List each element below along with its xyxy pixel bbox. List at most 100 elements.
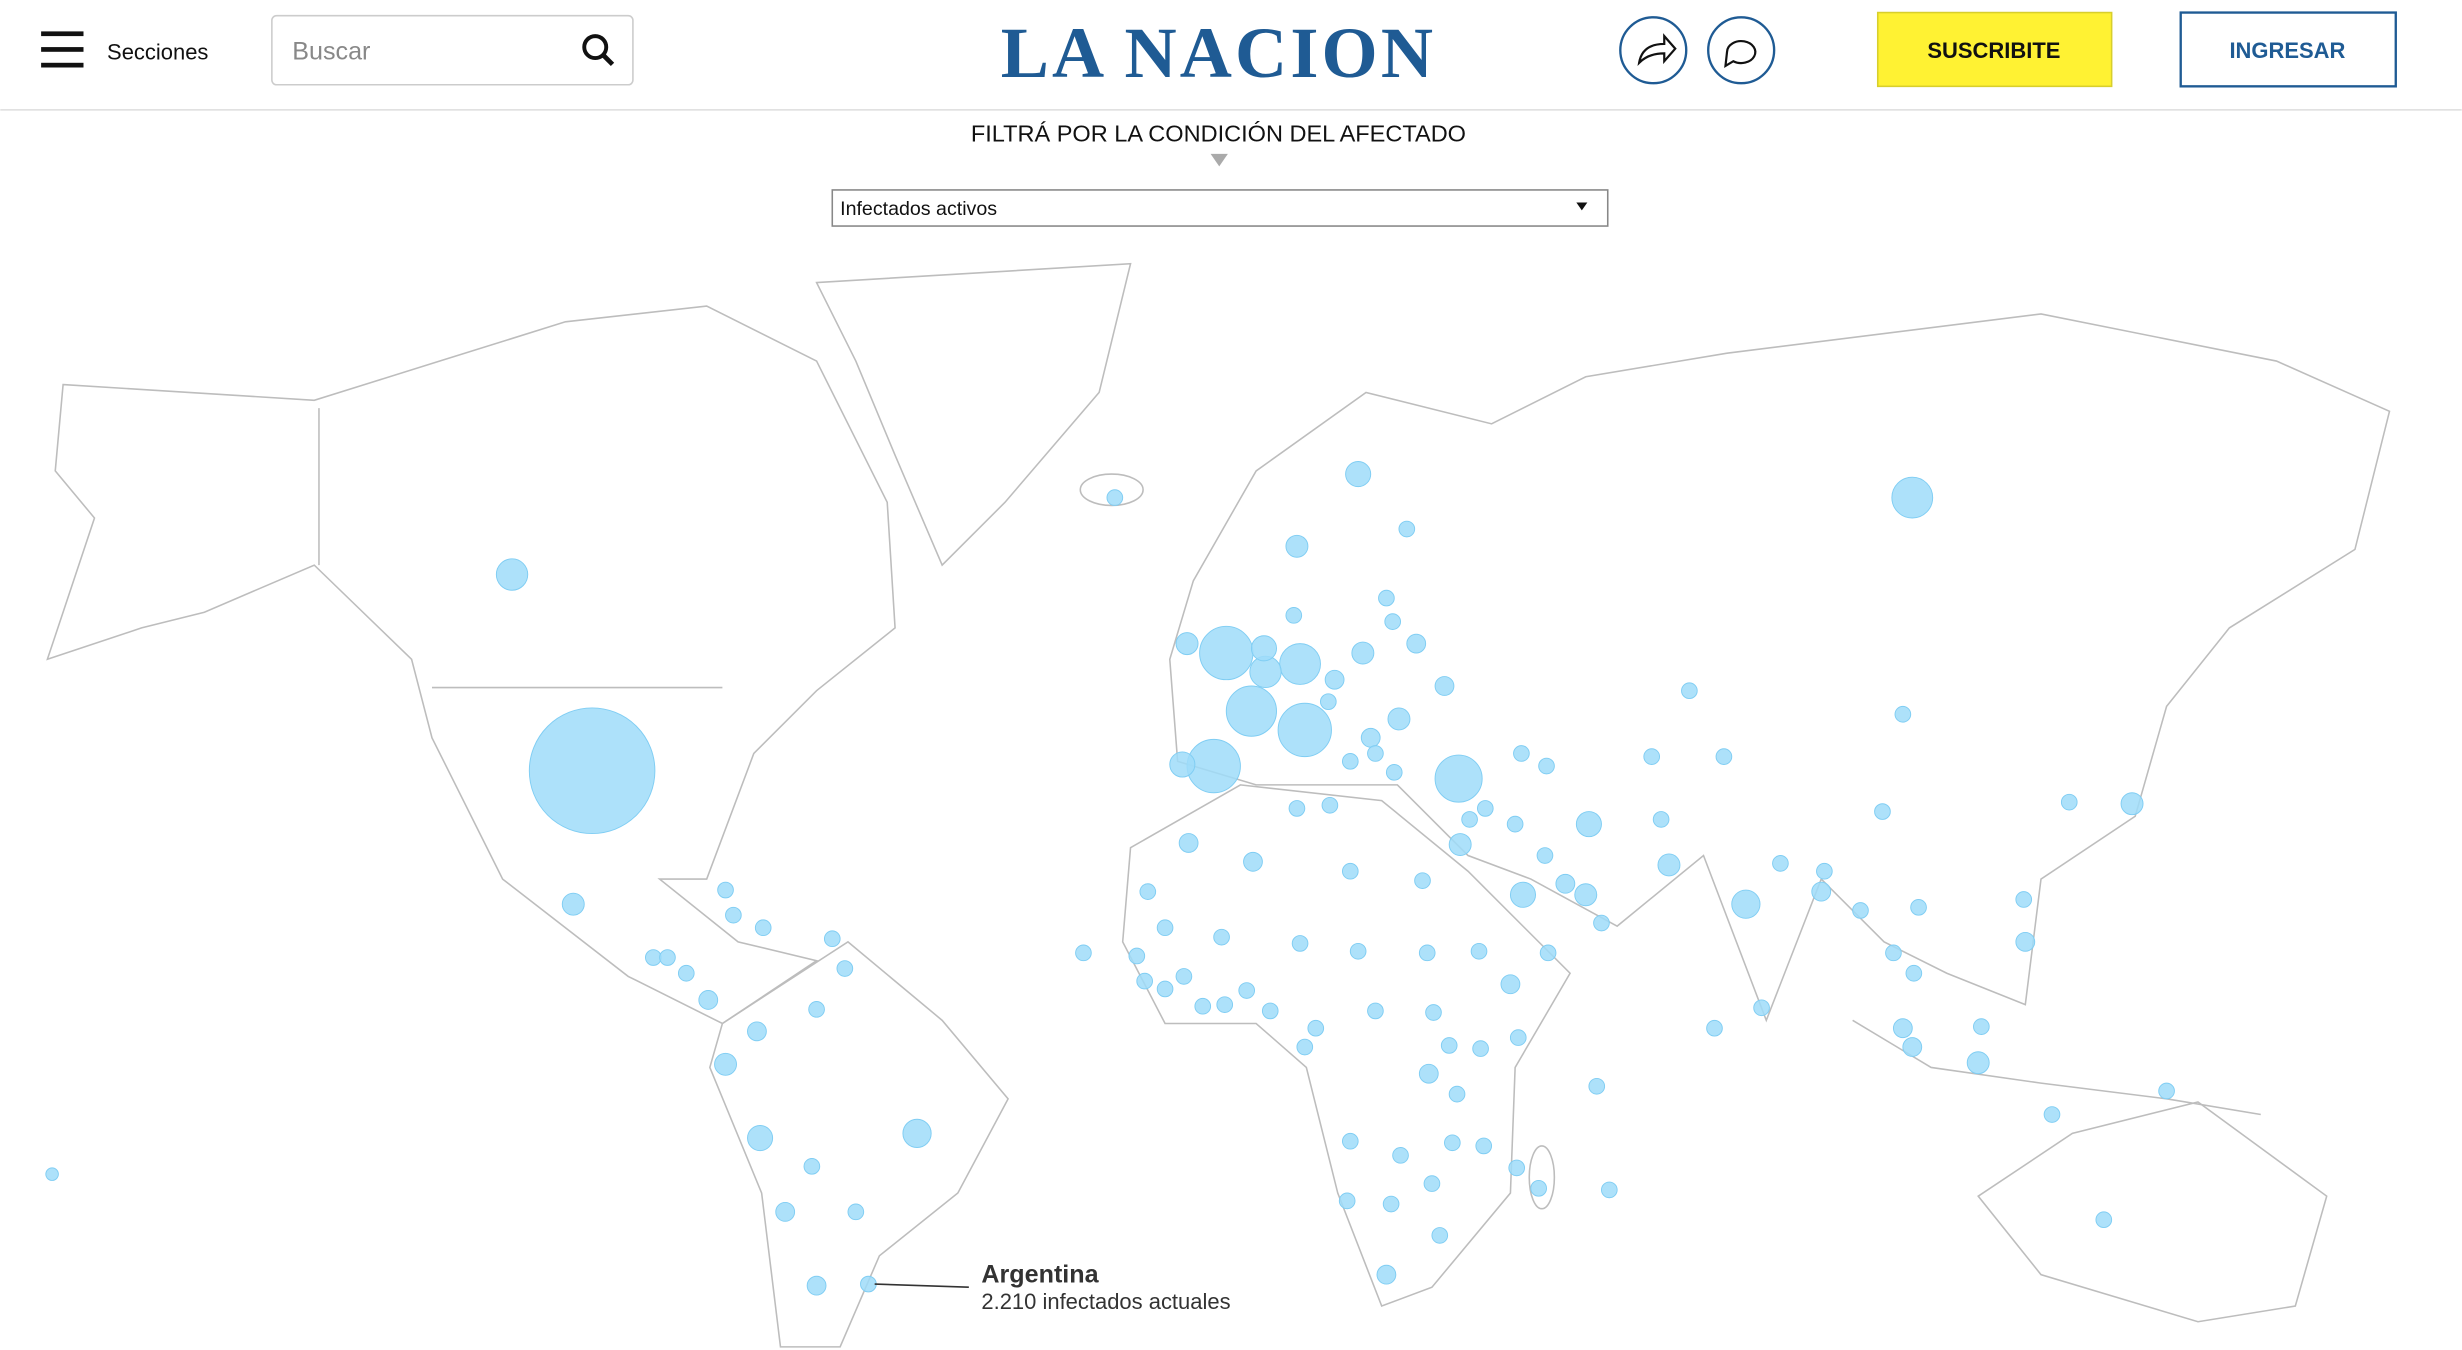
country-bubble[interactable]: [1444, 1134, 1461, 1152]
country-bubble[interactable]: [1324, 669, 1345, 690]
country-bubble[interactable]: [1652, 811, 1670, 828]
country-bubble[interactable]: [1885, 944, 1902, 962]
country-bubble[interactable]: [1434, 754, 1483, 803]
country-bubble[interactable]: [1513, 745, 1530, 762]
country-bubble[interactable]: [1349, 942, 1367, 960]
country-bubble[interactable]: [1811, 881, 1832, 902]
country-bubble[interactable]: [2158, 1082, 2175, 1100]
country-bubble[interactable]: [1475, 1137, 1493, 1155]
country-bubble[interactable]: [717, 881, 734, 899]
country-bubble[interactable]: [1753, 999, 1770, 1017]
country-bubble[interactable]: [1178, 833, 1199, 853]
country-bubble[interactable]: [1238, 982, 1256, 999]
country-bubble[interactable]: [1277, 702, 1332, 758]
country-bubble[interactable]: [1461, 811, 1478, 828]
country-bubble[interactable]: [1852, 902, 1869, 919]
country-bubble[interactable]: [1470, 942, 1488, 960]
country-bubble[interactable]: [1731, 889, 1761, 919]
country-bubble[interactable]: [1600, 1181, 1618, 1199]
country-bubble[interactable]: [1715, 748, 1733, 765]
country-bubble[interactable]: [1288, 800, 1306, 817]
country-bubble[interactable]: [1367, 1002, 1384, 1020]
country-bubble[interactable]: [1966, 1051, 1990, 1075]
country-bubble[interactable]: [1285, 607, 1303, 624]
country-bubble[interactable]: [1213, 928, 1230, 946]
country-bubble[interactable]: [1575, 811, 1602, 838]
country-bubble[interactable]: [1376, 1264, 1397, 1285]
country-bubble[interactable]: [528, 707, 656, 835]
country-bubble[interactable]: [1588, 1077, 1606, 1095]
country-bubble[interactable]: [1874, 803, 1891, 820]
country-bubble[interactable]: [1378, 589, 1395, 607]
country-bubble[interactable]: [714, 1052, 737, 1076]
search-icon[interactable]: [582, 34, 615, 67]
country-bubble[interactable]: [1448, 1085, 1466, 1103]
country-bubble[interactable]: [1891, 476, 1934, 519]
country-bubble[interactable]: [1261, 1002, 1279, 1020]
country-bubble[interactable]: [1296, 1038, 1314, 1056]
country-bubble[interactable]: [1448, 833, 1472, 856]
comment-button[interactable]: [1707, 16, 1776, 85]
country-bubble[interactable]: [1250, 635, 1277, 662]
country-bubble[interactable]: [2015, 891, 2033, 908]
country-bubble[interactable]: [1291, 935, 1309, 952]
country-bubble[interactable]: [1593, 914, 1610, 932]
country-bubble[interactable]: [645, 949, 662, 966]
country-bubble[interactable]: [1341, 753, 1359, 770]
country-bubble[interactable]: [1398, 520, 1416, 538]
country-bubble[interactable]: [1351, 641, 1375, 665]
country-bubble[interactable]: [1418, 1063, 1439, 1084]
country-bubble[interactable]: [1406, 633, 1427, 654]
country-bubble[interactable]: [1106, 489, 1124, 506]
country-bubble[interactable]: [1434, 676, 1455, 696]
country-bubble[interactable]: [1385, 764, 1403, 781]
country-bubble[interactable]: [1307, 1019, 1325, 1037]
country-bubble[interactable]: [1338, 1192, 1356, 1210]
country-bubble[interactable]: [808, 1001, 825, 1018]
country-bubble[interactable]: [1128, 947, 1146, 965]
share-button[interactable]: [1619, 16, 1688, 85]
country-bubble[interactable]: [2060, 793, 2078, 811]
country-bubble[interactable]: [1392, 1147, 1409, 1164]
country-bubble[interactable]: [1423, 1175, 1441, 1192]
country-bubble[interactable]: [1279, 643, 1321, 685]
country-bubble[interactable]: [747, 1021, 767, 1042]
country-bubble[interactable]: [698, 990, 719, 1010]
country-bubble[interactable]: [1341, 1132, 1359, 1150]
country-bubble[interactable]: [754, 919, 772, 937]
country-bubble[interactable]: [836, 960, 854, 977]
country-bubble[interactable]: [1476, 800, 1494, 817]
country-bubble[interactable]: [1175, 632, 1199, 656]
country-bubble[interactable]: [1902, 1037, 1923, 1057]
country-bubble[interactable]: [1225, 685, 1277, 737]
country-bubble[interactable]: [1418, 944, 1436, 962]
country-bubble[interactable]: [1816, 862, 1833, 880]
country-bubble[interactable]: [1506, 815, 1524, 833]
country-bubble[interactable]: [775, 1201, 796, 1222]
country-bubble[interactable]: [1530, 1179, 1547, 1197]
country-bubble[interactable]: [1509, 1029, 1527, 1046]
country-bubble[interactable]: [1345, 461, 1372, 488]
search-box[interactable]: [271, 14, 634, 86]
country-bubble[interactable]: [1657, 853, 1681, 877]
country-bubble[interactable]: [806, 1275, 827, 1296]
country-bubble[interactable]: [1892, 1018, 1913, 1039]
country-bubble[interactable]: [1894, 705, 1912, 723]
country-bubble[interactable]: [45, 1167, 59, 1181]
country-bubble[interactable]: [1169, 751, 1196, 778]
country-bubble[interactable]: [1384, 613, 1402, 630]
country-bubble[interactable]: [1360, 727, 1381, 748]
country-bubble[interactable]: [1367, 745, 1384, 762]
country-bubble[interactable]: [1285, 534, 1309, 558]
country-bubble[interactable]: [1772, 855, 1789, 872]
country-bubble[interactable]: [1175, 968, 1193, 985]
country-bubble[interactable]: [1387, 707, 1411, 731]
country-bubble[interactable]: [1199, 625, 1254, 681]
country-bubble[interactable]: [747, 1125, 774, 1152]
country-bubble[interactable]: [1509, 881, 1537, 908]
country-bubble[interactable]: [902, 1118, 932, 1148]
country-bubble[interactable]: [1905, 964, 1923, 982]
filter-select[interactable]: [831, 189, 1609, 227]
country-bubble[interactable]: [1382, 1195, 1400, 1213]
country-bubble[interactable]: [1216, 996, 1234, 1013]
